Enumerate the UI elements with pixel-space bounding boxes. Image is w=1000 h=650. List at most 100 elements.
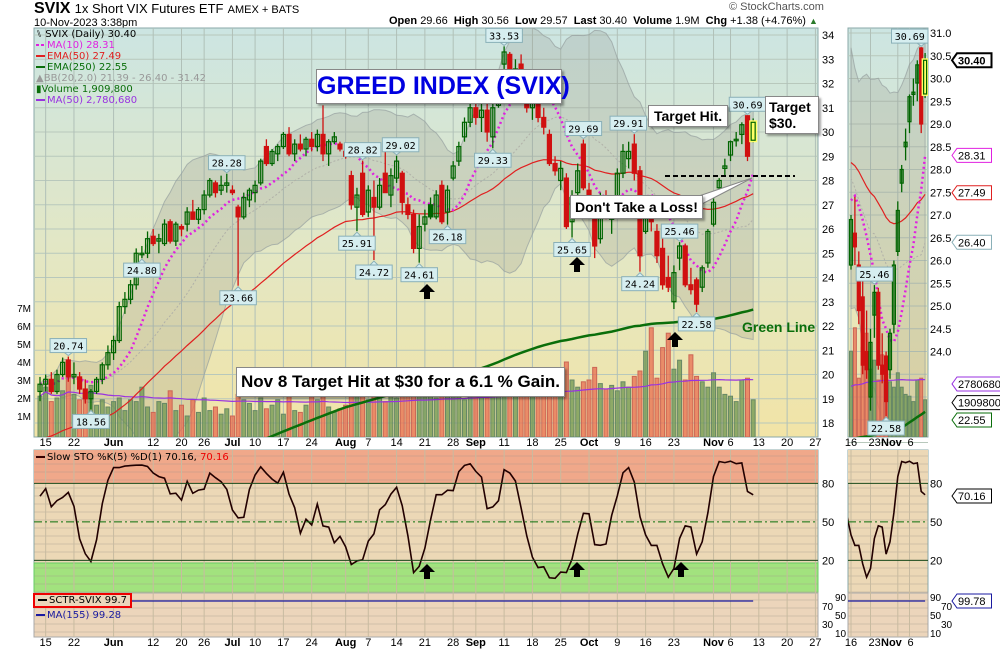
- volume-bar: [682, 379, 688, 437]
- zoom-price-tick-label: 27.5: [930, 187, 951, 199]
- candle: [501, 46, 507, 69]
- price-callout: 24.72: [355, 260, 393, 280]
- volume-bar: [343, 404, 349, 437]
- volume-ma-line: [39, 378, 754, 404]
- zoom-candle: [848, 215, 854, 270]
- callout-text: 23.66: [223, 294, 253, 305]
- legend-ma10: MA(10) 28.31: [36, 40, 115, 51]
- candle-body: [654, 230, 660, 257]
- zoom-sctr-tick-label: 90: [930, 593, 942, 604]
- volume-bar: [252, 410, 258, 437]
- candle-body: [139, 252, 145, 256]
- volume-bar: [167, 390, 173, 437]
- zoom-volume-bar: [872, 359, 877, 437]
- candle: [326, 139, 332, 166]
- candle: [575, 163, 581, 200]
- x-tick-label: 24: [306, 637, 318, 649]
- candle-body: [739, 124, 745, 136]
- candle-body: [880, 364, 885, 375]
- price-callout: 25.91: [338, 231, 376, 251]
- x-tick-label: 24: [306, 437, 318, 449]
- candle-body: [150, 235, 156, 245]
- candle-body: [427, 204, 434, 218]
- ema50-tag: 27.49: [951, 185, 992, 201]
- price-callout: 28.28: [208, 155, 246, 174]
- up-arrow-icon: [419, 284, 435, 299]
- candle-body: [433, 194, 439, 218]
- candle: [127, 279, 134, 305]
- x-tick-label: 20: [175, 437, 187, 449]
- callout-text: 24.61: [404, 271, 434, 282]
- candle: [71, 362, 77, 385]
- volume-bar: [648, 327, 654, 437]
- volume-bar: [246, 402, 252, 437]
- candle: [82, 379, 88, 404]
- candle-body: [82, 388, 88, 400]
- candle-body: [88, 390, 94, 400]
- callout-box: [564, 121, 603, 137]
- zoom-x-tick-label: 16: [845, 637, 857, 649]
- legend-bb-text: BB(20,2.0) 21.39 - 26.40 - 31.42: [43, 73, 207, 84]
- candle-body: [907, 96, 912, 123]
- zoom-price-tick-label: 29.0: [930, 119, 951, 131]
- volume-bar: [224, 408, 230, 437]
- high-value: 30.56: [481, 15, 509, 27]
- candle: [410, 209, 417, 254]
- callout-box: [123, 262, 161, 278]
- volume-tick-label: 4M: [17, 358, 31, 369]
- candle-body: [456, 145, 462, 162]
- volume-bar: [711, 372, 717, 437]
- candle-body: [60, 361, 66, 376]
- candle-body: [911, 91, 916, 96]
- x-tick-label: 11: [498, 437, 509, 449]
- callout-text: 25.46: [859, 270, 889, 281]
- volume-bar: [501, 392, 507, 437]
- zoom-volume-bar: [899, 386, 904, 437]
- candle-body: [354, 194, 360, 208]
- zoom-candle: [864, 310, 869, 379]
- zoom-volume-bar: [849, 350, 853, 437]
- candle-body: [309, 138, 315, 148]
- candle-body: [371, 196, 377, 208]
- price-callout: 29.69: [564, 121, 603, 140]
- candle: [456, 141, 462, 166]
- candle-body: [377, 184, 383, 208]
- volume-bar: [428, 390, 434, 437]
- volume-bar: [377, 393, 383, 437]
- candle-body: [365, 189, 371, 213]
- zoom-x-tick-label: 6: [908, 637, 914, 649]
- candle: [54, 369, 60, 394]
- candle-body: [405, 204, 411, 216]
- zoom-x-tick-label: 23: [869, 637, 881, 649]
- zoom-candle: [872, 285, 877, 338]
- callout-box: [49, 338, 88, 354]
- candle-body: [218, 184, 224, 191]
- legend-bb: ▲BB(20,2.0) 21.39 - 26.40 - 31.42: [36, 73, 206, 84]
- legend-vol-ma-text: MA(50) 2,780,680: [47, 95, 138, 106]
- candle-body: [915, 64, 920, 84]
- candle: [229, 185, 236, 196]
- candle: [190, 199, 196, 220]
- candle-body: [895, 209, 900, 252]
- x-tick-label: Jul: [224, 637, 240, 649]
- x-tick-label: Sep: [466, 637, 486, 649]
- candle: [388, 168, 394, 208]
- x-tick-label: 12: [147, 437, 159, 449]
- price-callout: 23.66: [219, 286, 257, 306]
- volume-bar: [728, 395, 734, 437]
- candle: [552, 156, 558, 176]
- sctr-panel: [33, 592, 819, 638]
- callout-box: [343, 142, 382, 158]
- candle: [654, 224, 660, 263]
- volume-bar: [745, 377, 750, 437]
- candle: [360, 160, 366, 217]
- volume-bar: [620, 381, 626, 437]
- candle: [693, 277, 700, 312]
- volume-bar: [145, 406, 151, 437]
- candle-body: [77, 376, 83, 390]
- price-tick-label: 20: [822, 370, 834, 382]
- up-arrow-icon: [569, 257, 585, 272]
- candle-body: [326, 141, 332, 155]
- value-tag-text: 99.78: [958, 596, 986, 608]
- candle: [246, 187, 253, 208]
